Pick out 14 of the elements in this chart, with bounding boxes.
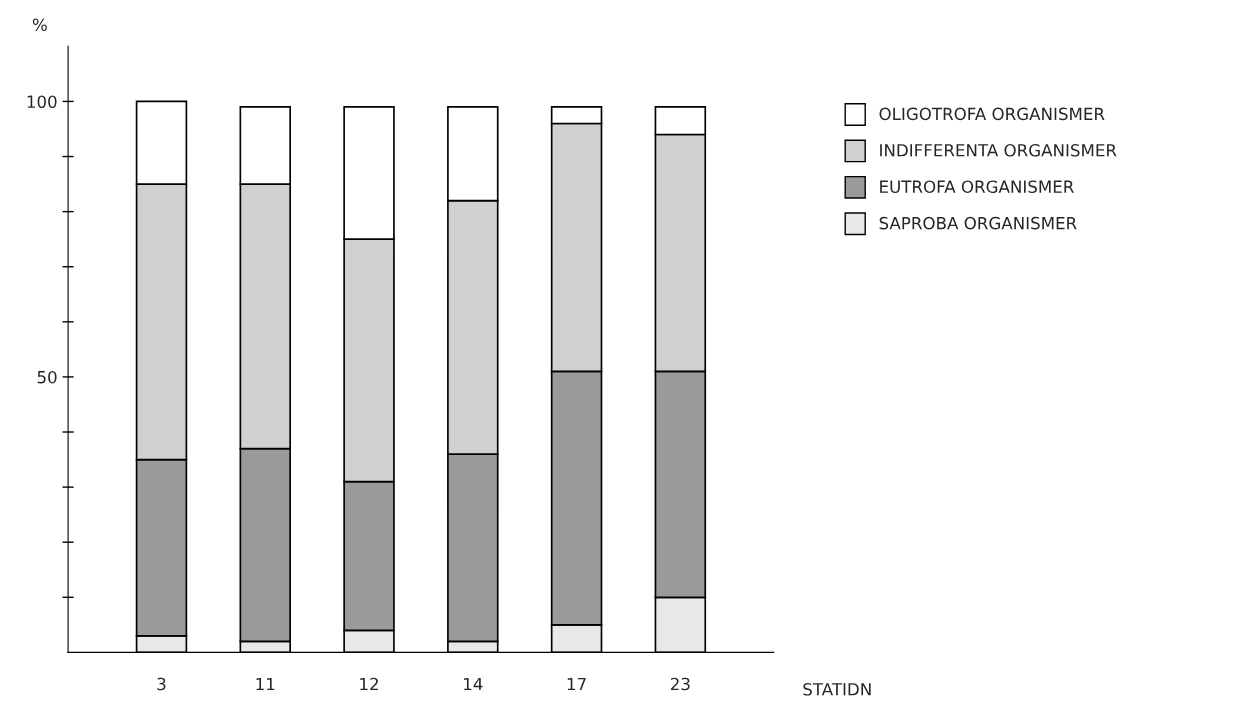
- legend-label: SAPROBA ORGANISMER: [879, 216, 1077, 230]
- legend-label: INDIFFERENTA ORGANISMER: [880, 143, 1117, 157]
- y-axis-title: %: [32, 18, 47, 31]
- y-tick-label: 50: [37, 370, 57, 384]
- x-tick-label: 11: [256, 677, 275, 691]
- x-tick-label: 23: [670, 677, 690, 691]
- x-tick-label: 3: [157, 677, 166, 691]
- y-tick-label: 100: [27, 95, 57, 109]
- x-tick-label: 14: [464, 677, 483, 691]
- x-tick-label: 17: [567, 677, 586, 691]
- x-tick-label: 12: [360, 677, 378, 691]
- x-axis-title: STATIDN: [803, 682, 871, 696]
- legend-label: EUTROFA ORGANISMER: [880, 180, 1074, 194]
- legend-label: OLIGOTROFA ORGANISMER: [879, 107, 1105, 121]
